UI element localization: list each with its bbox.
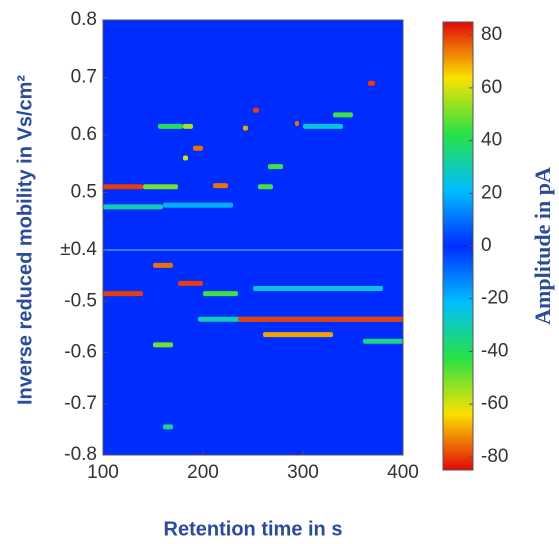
colorbar-tick-label: -20 <box>481 288 508 309</box>
heat-streak <box>213 183 228 189</box>
colorbar-tick-label: -80 <box>481 446 508 467</box>
colorbar-tick-label: 60 <box>481 77 502 98</box>
heat-streak <box>103 204 163 210</box>
heat-streak <box>153 342 173 348</box>
heat-streak <box>263 332 333 338</box>
colorbar-tick-label: -60 <box>481 393 508 414</box>
heat-streak <box>158 123 183 129</box>
heat-streak <box>178 280 203 286</box>
heat-streak <box>258 184 273 190</box>
y-tick-label: -0.5 <box>64 290 97 311</box>
y-tick-label: 0.8 <box>71 9 97 30</box>
y-tick-label: ±0.4 <box>60 239 97 260</box>
heat-streak <box>103 291 143 297</box>
x-tick-label: 400 <box>387 462 419 483</box>
heat-streak <box>163 202 233 208</box>
colorbar-tick-label: 40 <box>481 130 502 151</box>
plot-frame <box>102 19 404 456</box>
heat-streak <box>203 291 238 297</box>
x-tick-label: 100 <box>87 462 119 483</box>
heat-streak <box>163 424 173 430</box>
colorbar <box>442 21 474 471</box>
heat-streak <box>153 262 173 268</box>
y-axis-label: Inverse reduced mobility in Vs/cm² <box>14 75 36 405</box>
y-tick-label: 0.5 <box>71 182 97 203</box>
y-tick-label: -0.8 <box>64 444 97 465</box>
y-tick-label: -0.6 <box>64 342 97 363</box>
heat-streak <box>243 125 248 131</box>
heat-streak <box>103 184 143 190</box>
colorbar-label: Amplitude in pA <box>530 167 555 325</box>
heat-streak <box>143 184 178 190</box>
heat-streak <box>183 155 188 161</box>
y-tick-label: -0.7 <box>64 393 97 414</box>
heat-streak <box>303 123 343 129</box>
colorbar-tick-label: 20 <box>481 182 502 203</box>
heat-streak <box>333 112 353 118</box>
colorbar-tick-label: -40 <box>481 340 508 361</box>
heat-streak <box>363 338 403 344</box>
y-tick-label: 0.7 <box>71 67 97 88</box>
colorbar-tick-label: 80 <box>481 24 502 45</box>
x-axis-label: Retention time in s <box>164 518 343 540</box>
x-tick-label: 300 <box>287 462 319 483</box>
heat-streak <box>368 80 375 86</box>
heat-streak <box>238 316 403 322</box>
heat-streak <box>253 285 383 291</box>
heat-streak <box>183 123 193 129</box>
heat-streak <box>253 107 259 113</box>
heat-streak <box>295 121 299 126</box>
y-tick-label: 0.6 <box>71 124 97 145</box>
x-tick-label: 200 <box>187 462 219 483</box>
plot-background <box>103 20 403 455</box>
heat-streak <box>193 145 203 151</box>
heat-streak <box>268 164 283 170</box>
colorbar-tick-label: 0 <box>481 235 492 256</box>
